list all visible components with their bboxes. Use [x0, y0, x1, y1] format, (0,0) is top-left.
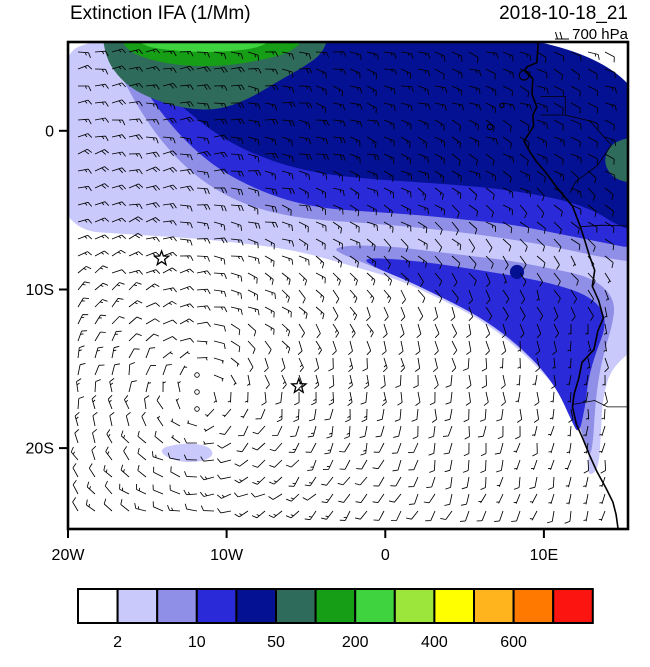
- colorbar: 2 10 50 200 400 600: [77, 588, 594, 651]
- colorbar-cell: [354, 588, 396, 624]
- colorbar-cell: [235, 588, 277, 624]
- colorbar-cell: [433, 588, 475, 624]
- colorbar-cell: [116, 588, 159, 624]
- country-border: [540, 96, 566, 116]
- coastline: [523, 42, 619, 529]
- contour-region-bright-green-top: [140, 42, 269, 52]
- colorbar-cell: [393, 588, 436, 624]
- y-axis-label: 10S: [26, 282, 54, 299]
- country-border: [572, 400, 628, 408]
- island: [499, 102, 505, 109]
- colorbar-label: 10: [188, 634, 206, 651]
- geography: [486, 42, 628, 529]
- contour-region-lavender-patch-20s: [161, 443, 213, 463]
- colorbar-cell: [195, 588, 238, 624]
- contour-region-blue-plume: [366, 258, 605, 431]
- colorbar-cell: [552, 588, 594, 624]
- x-axis-label: 0: [381, 547, 390, 564]
- contour-region-navy-spot-plume: [509, 264, 525, 280]
- colorbar-label: 600: [500, 634, 527, 651]
- wind-barbs: [70, 48, 618, 524]
- colorbar-cell: [473, 588, 515, 624]
- x-axis-label: 20W: [52, 547, 86, 564]
- country-border: [565, 114, 612, 193]
- wind-barb-icon: [555, 31, 570, 39]
- x-axis-label: 10W: [210, 547, 244, 564]
- y-axis-label: 0: [45, 123, 54, 140]
- star-marker: [289, 376, 308, 394]
- pressure-level-label: 700 hPa: [572, 26, 628, 43]
- axes: 0 10S 20S 20W 10W 0 10E: [26, 123, 559, 564]
- colorbar-cell: [512, 588, 555, 624]
- island: [486, 123, 494, 131]
- colorbar-cell: [77, 588, 119, 624]
- colorbar-label: 50: [267, 634, 285, 651]
- colorbar-cell: [314, 588, 357, 624]
- valid-datetime: 2018-10-18_21: [499, 3, 628, 24]
- colorbar-cell: [275, 588, 317, 624]
- x-axis-label: 10E: [530, 547, 558, 564]
- colorbar-label: 2: [113, 634, 122, 651]
- star-marker: [152, 249, 171, 267]
- colorbar-cell: [156, 588, 198, 624]
- plot-title: Extinction IFA (1/Mm): [70, 3, 251, 24]
- colorbar-label: 200: [342, 634, 369, 651]
- colorbar-label: 400: [421, 634, 448, 651]
- y-axis-label: 20S: [26, 441, 54, 458]
- contour-region-teal-coast-equator: [605, 138, 628, 183]
- map-frame: [66, 40, 630, 531]
- pressure-level: 700 hPa: [554, 26, 628, 43]
- contour-regions: [68, 42, 628, 475]
- country-border: [580, 224, 628, 228]
